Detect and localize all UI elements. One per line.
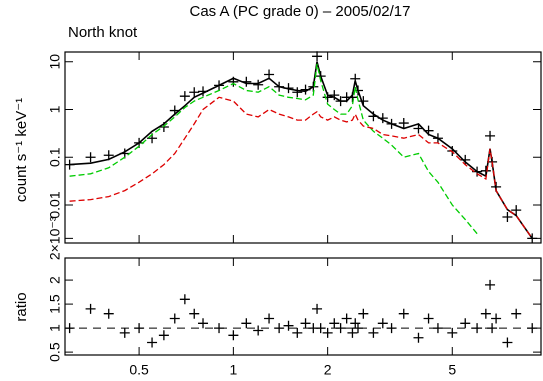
- model-line: [69, 61, 533, 239]
- data-point: [377, 318, 388, 329]
- y-tick-label: 1.5: [47, 294, 63, 314]
- data-point: [487, 323, 498, 334]
- data-point: [347, 327, 358, 338]
- data-point: [214, 323, 225, 334]
- data-point: [480, 308, 491, 319]
- data-point: [300, 318, 311, 329]
- data-point: [312, 51, 323, 62]
- model-line: [69, 63, 478, 235]
- chart-title: Cas A (PC grade 0) – 2005/02/17: [190, 3, 411, 20]
- x-tick-label: 5: [448, 362, 456, 378]
- data-point: [189, 87, 200, 98]
- y-tick-label: 1: [47, 324, 63, 332]
- data-point: [335, 323, 346, 334]
- data-point: [447, 327, 458, 338]
- plot-frame: [64, 257, 542, 356]
- data-point: [292, 327, 303, 338]
- y-tick-label: 1: [47, 105, 63, 113]
- x-tick-label: 1: [229, 362, 237, 378]
- data-point: [103, 308, 114, 319]
- data-point: [511, 205, 522, 216]
- data-point: [413, 332, 424, 343]
- data-point: [502, 337, 513, 348]
- data-point: [350, 318, 361, 329]
- y-axis-label: count s⁻¹ keV⁻¹: [13, 98, 30, 202]
- data-point: [485, 130, 496, 141]
- data-point: [253, 325, 264, 336]
- data-point: [119, 327, 130, 338]
- data-point: [423, 313, 434, 324]
- data-point: [85, 303, 96, 314]
- y-axis-label: ratio: [13, 292, 30, 321]
- data-point: [189, 308, 200, 319]
- data-point: [198, 318, 209, 329]
- data-point: [64, 323, 75, 334]
- data-point: [386, 323, 397, 334]
- y-tick-label: 2×10⁻³: [47, 216, 63, 260]
- data-point: [169, 313, 180, 324]
- data-point: [241, 318, 252, 329]
- data-point: [315, 323, 326, 334]
- data-point: [398, 118, 409, 129]
- y-tick-label: 0.1: [47, 147, 63, 167]
- data-point: [398, 308, 409, 319]
- data-point: [341, 313, 352, 324]
- data-point: [491, 313, 502, 324]
- y-tick-label: 0.01: [47, 191, 63, 218]
- model-line: [69, 96, 533, 239]
- data-point: [158, 330, 169, 341]
- x-tick-label: 0.5: [129, 362, 149, 378]
- data-point: [485, 279, 496, 290]
- y-tick-label: 0.5: [47, 342, 63, 362]
- plot-frame: [64, 51, 542, 244]
- data-point: [147, 337, 158, 348]
- data-point: [322, 327, 333, 338]
- x-tick-label: 2: [324, 362, 332, 378]
- data-point: [329, 90, 340, 101]
- data-point: [274, 323, 285, 334]
- data-point: [292, 87, 303, 98]
- data-point: [460, 154, 471, 165]
- data-point: [352, 323, 363, 334]
- data-point: [368, 327, 379, 338]
- data-point: [264, 313, 275, 324]
- chart-subtitle: North knot: [68, 24, 138, 41]
- data-point: [358, 308, 369, 319]
- data-point: [502, 212, 513, 223]
- data-point: [253, 79, 264, 90]
- data-point: [312, 303, 323, 314]
- data-point: [460, 318, 471, 329]
- data-point: [179, 91, 190, 102]
- data-point: [134, 323, 145, 334]
- data-point: [472, 323, 483, 334]
- y-tick-label: 10: [47, 54, 63, 70]
- data-point: [432, 323, 443, 334]
- data-point: [283, 320, 294, 331]
- data-point: [179, 294, 190, 305]
- data-point: [85, 152, 96, 163]
- data-point: [527, 323, 538, 334]
- y-tick-label: 2: [47, 276, 63, 284]
- data-point: [511, 308, 522, 319]
- data-point: [228, 330, 239, 341]
- data-point: [329, 318, 340, 329]
